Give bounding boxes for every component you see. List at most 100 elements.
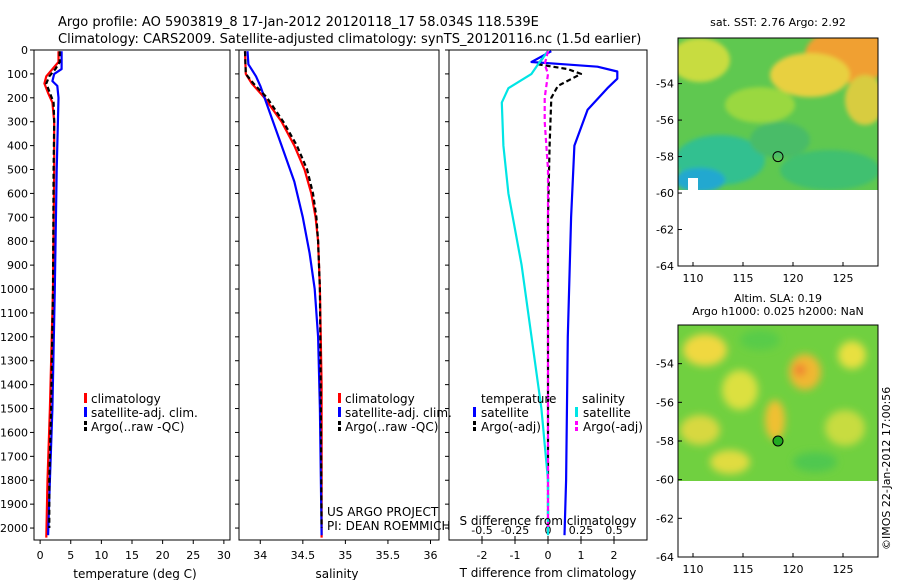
y-tick-label: 400 <box>7 140 28 153</box>
y-tick-label: 1500 <box>0 403 28 416</box>
sst-argo-location-marker <box>772 151 784 163</box>
series-line-satellite-adj-clim <box>246 51 323 536</box>
legend-swatch-sal-argo <box>575 421 578 425</box>
map-x-tick-label: 115 <box>733 563 754 576</box>
map-y-tick-label: -58 <box>656 151 674 164</box>
y-tick-label: 1800 <box>0 474 28 487</box>
legend-label-satellite-adj: satellite-adj. clim. <box>91 406 198 420</box>
figure-title-line2: Climatology: CARS2009. Satellite-adjuste… <box>58 32 641 47</box>
x-tick-label: -2 <box>477 549 488 562</box>
map-y-tick-label: -64 <box>656 551 674 564</box>
x-tick-label: 2 <box>611 549 618 562</box>
legend-label-satellite-adj: satellite-adj. clim. <box>345 406 452 420</box>
legend-title-salinity: salinity <box>582 392 625 406</box>
y-tick-label: 1900 <box>0 498 28 511</box>
salinity-series-group <box>243 51 323 538</box>
difference-top-xlabel: S difference from climatology <box>460 514 637 528</box>
salinity-axes-frame <box>238 49 440 541</box>
y-tick-label: 1300 <box>0 355 28 368</box>
x-tick-label: 35 <box>338 549 352 562</box>
map-x-tick-label: 125 <box>833 272 854 285</box>
map-x-tick-label: 120 <box>783 272 804 285</box>
y-tick-label: 1400 <box>0 379 28 392</box>
series-line-argo-raw-qc <box>45 51 61 528</box>
y-tick-label: 600 <box>7 187 28 200</box>
salinity-xlabel: salinity <box>315 567 358 580</box>
map-y-tick-label: -54 <box>656 358 674 371</box>
series-line-temperature-satellite <box>530 50 619 536</box>
series-line-climatology <box>243 51 323 538</box>
y-tick-label: 1100 <box>0 307 28 320</box>
series-line-temperature-argo-adj <box>536 50 583 528</box>
salinity-legend: climatology satellite-adj. clim. Argo(..… <box>338 392 452 434</box>
x-tick-label: 36 <box>423 549 437 562</box>
legend-label-sal-argo: Argo(-adj) <box>583 420 643 434</box>
sst-map-axes: 110 115 120 125 -54 -56 -58 -60 -62 -64 <box>656 78 853 285</box>
x-tick-label: -1 <box>510 549 521 562</box>
map-x-tick-label: 110 <box>683 563 704 576</box>
legend-label-sal-satellite: satellite <box>583 406 631 420</box>
sst-map-image <box>678 38 878 190</box>
y-tick-label: 200 <box>7 92 28 105</box>
legend-label-argo: Argo(..raw -QC) <box>345 420 438 434</box>
difference-profile-panel: -2 -1 0 1 2-0.5 -0.25 0 0.25 0.5 S difference fr… <box>445 49 648 580</box>
x-tick-label: 0 <box>545 549 552 562</box>
x-tick-label: 15 <box>125 549 139 562</box>
sst-map-panel: sat. SST: 2.76 Argo: 2.92 110 115 120 125 -5… <box>656 16 879 285</box>
sla-map-image <box>678 325 878 481</box>
map-y-tick-label: -54 <box>656 78 674 91</box>
difference-series-group <box>500 50 619 536</box>
legend-label-temp-argo: Argo(-adj) <box>481 420 541 434</box>
legend-swatch-temp-satellite <box>473 407 476 417</box>
imos-credit: ©IMOS 22-Jan-2012 17:00:56 <box>880 387 893 550</box>
sla-argo-location-marker <box>772 435 784 447</box>
salinity-y-axis <box>235 49 239 529</box>
map-y-tick-label: -62 <box>656 512 674 525</box>
top-x-tick-label: 0.5 <box>605 524 623 537</box>
y-tick-label: 1600 <box>0 426 28 439</box>
series-line-salinity-satellite <box>500 50 550 536</box>
sla-map-panel: Altim. SLA: 0.19 Argo h1000: 0.025 h2000… <box>656 292 879 576</box>
x-tick-label: 35.5 <box>376 549 401 562</box>
difference-x-axis: -2 -1 0 1 2-0.5 -0.25 0 0.25 0.5 <box>471 524 622 562</box>
legend-swatch-sal-satellite <box>575 407 578 417</box>
legend-swatch-climatology <box>84 393 87 403</box>
map-y-tick-label: -56 <box>656 114 674 127</box>
figure-title-line1: Argo profile: AO 5903819_8 17-Jan-2012 2… <box>58 15 539 30</box>
sla-map-axes: 110 115 120 125 -54 -56 -58 -60 -62 -64 <box>656 358 853 576</box>
top-x-tick-label: -0.5 <box>471 524 492 537</box>
y-tick-label: 0 <box>21 44 28 57</box>
legend-swatch-temp-argo <box>473 421 476 425</box>
map-y-tick-label: -62 <box>656 224 674 237</box>
map-y-tick-label: -58 <box>656 435 674 448</box>
map-y-tick-label: -64 <box>656 260 674 273</box>
salinity-x-axis: 34 34.5 35 35.5 36 <box>253 540 437 562</box>
sla-map-title-line1: Altim. SLA: 0.19 <box>734 292 822 305</box>
legend-label-argo: Argo(..raw -QC) <box>91 420 184 434</box>
y-tick-label: 2000 <box>0 522 28 535</box>
legend-swatch-argo <box>338 421 341 425</box>
legend-swatch-argo-dash <box>338 427 341 431</box>
legend-swatch-argo <box>84 421 87 425</box>
y-tick-label: 900 <box>7 259 28 272</box>
temperature-axes-frame <box>33 49 231 541</box>
sla-map-title-line2: Argo h1000: 0.025 h2000: NaN <box>692 305 864 318</box>
y-tick-label: 500 <box>7 164 28 177</box>
temperature-xlabel: temperature (deg C) <box>73 567 196 580</box>
y-tick-label: 700 <box>7 211 28 224</box>
project-note-line1: US ARGO PROJECT <box>327 505 439 519</box>
legend-label-climatology: climatology <box>345 392 415 406</box>
x-tick-label: 34 <box>253 549 267 562</box>
map-y-tick-label: -60 <box>656 187 674 200</box>
y-tick-label: 1200 <box>0 331 28 344</box>
x-tick-label: 0 <box>37 549 44 562</box>
y-tick-label: 100 <box>7 68 28 81</box>
temperature-profile-panel: 0100200300400500600700800900100011001200… <box>0 44 231 580</box>
x-tick-label: 20 <box>156 549 170 562</box>
legend-swatch-satellite-adj <box>84 407 87 417</box>
temperature-series-group <box>43 51 63 538</box>
x-tick-label: 5 <box>67 549 74 562</box>
y-tick-label: 800 <box>7 235 28 248</box>
x-tick-label: 30 <box>217 549 231 562</box>
difference-bottom-xlabel: T difference from climatology <box>459 566 637 580</box>
